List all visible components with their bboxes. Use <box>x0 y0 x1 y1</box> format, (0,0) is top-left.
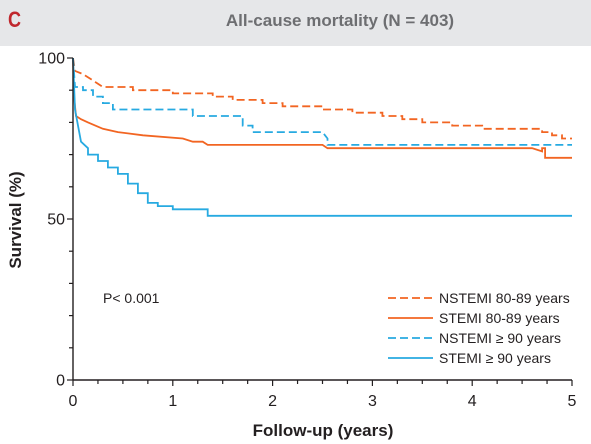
title-band <box>0 0 591 46</box>
x-axis-title: Follow-up (years) <box>253 421 394 440</box>
series-line-stemi-ge-90-years <box>72 57 572 217</box>
series-line-nstemi-80-89-years <box>72 57 572 140</box>
series-line-nstemi-ge-90-years <box>72 57 572 146</box>
y-tick-label: 0 <box>56 373 65 390</box>
series-layer <box>72 57 572 217</box>
x-tick-label: 4 <box>468 393 477 410</box>
y-axis-title: Survival (%) <box>6 171 25 268</box>
x-tick-label: 5 <box>568 393 577 410</box>
x-tick-label: 0 <box>69 393 78 410</box>
legend-label: NSTEMI 80-89 years <box>439 290 570 306</box>
y-tick-label: 50 <box>47 212 65 229</box>
y-tick-label: 100 <box>38 51 65 68</box>
panel-label: C <box>8 7 22 32</box>
legend-label: NSTEMI ≥ 90 years <box>439 330 561 346</box>
chart-title: All-cause mortality (N = 403) <box>225 11 455 30</box>
x-tick-label: 3 <box>368 393 377 410</box>
legend: NSTEMI 80-89 years STEMI 80-89 years NSTEM… <box>388 290 570 366</box>
legend-label: STEMI 80-89 years <box>439 310 560 326</box>
legend-label: STEMI ≥ 90 years <box>439 350 551 366</box>
p-value-annotation: P< 0.001 <box>103 290 160 306</box>
axis-layer: 0 50 100 0 1 2 3 4 5 <box>38 51 576 411</box>
series-line-stemi-80-89-years <box>72 57 572 159</box>
x-tick-label: 2 <box>268 393 277 410</box>
x-tick-label: 1 <box>168 393 177 410</box>
